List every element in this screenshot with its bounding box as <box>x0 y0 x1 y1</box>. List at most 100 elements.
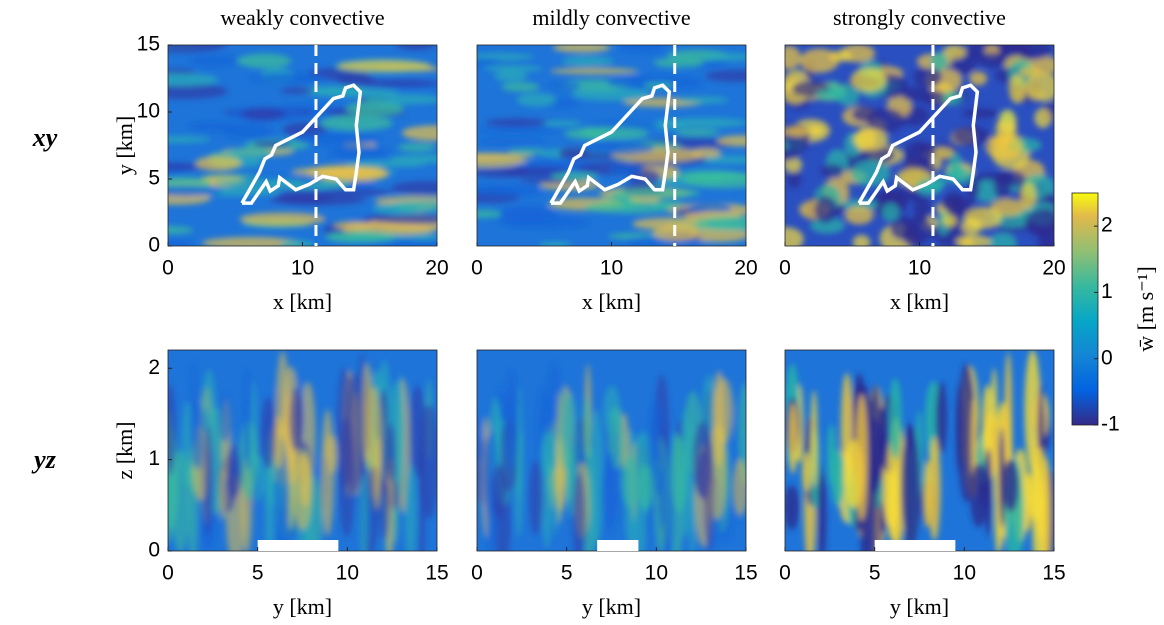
x-axis-label: x [km] <box>890 289 949 314</box>
blob <box>189 54 239 67</box>
blob <box>799 48 839 73</box>
blob <box>810 217 845 234</box>
blob <box>941 215 957 227</box>
blob <box>902 227 922 246</box>
blob <box>785 227 804 246</box>
blob <box>486 118 548 127</box>
x-tick-label: 0 <box>779 257 791 280</box>
blob <box>952 125 991 147</box>
blob <box>243 367 251 472</box>
blob <box>320 409 335 536</box>
blob <box>538 120 582 127</box>
blob <box>916 179 943 196</box>
blob <box>787 168 802 189</box>
blob <box>541 432 559 476</box>
y-axis-label: z [km] <box>112 421 137 479</box>
x-tick-label: 10 <box>953 562 976 585</box>
blob <box>239 212 325 226</box>
blob <box>550 68 639 75</box>
x-tick-label: 15 <box>425 562 448 585</box>
x-tick-label: 5 <box>869 562 881 585</box>
region-bar <box>874 540 956 551</box>
blob <box>1015 45 1052 60</box>
texture <box>477 360 746 551</box>
blob <box>830 449 846 507</box>
blob <box>397 143 437 152</box>
blob <box>203 425 213 535</box>
blob <box>850 67 887 92</box>
blob <box>480 125 560 135</box>
x-tick-label: 20 <box>425 257 448 280</box>
blob <box>168 72 219 87</box>
x-tick-label: 5 <box>561 562 573 585</box>
blob <box>881 203 900 222</box>
blob <box>503 368 519 471</box>
blob <box>477 415 484 469</box>
blob <box>844 205 874 225</box>
field <box>785 350 1054 551</box>
blob <box>548 81 582 90</box>
blob <box>538 241 572 246</box>
blob <box>500 166 571 177</box>
blob <box>404 463 417 551</box>
blob <box>687 202 733 215</box>
blob <box>670 436 688 513</box>
blob <box>361 362 373 462</box>
blob <box>993 175 1012 199</box>
blob <box>249 72 327 84</box>
blob <box>477 58 504 65</box>
blob <box>372 215 437 225</box>
blob <box>964 207 1002 229</box>
blob <box>237 53 292 69</box>
blob <box>168 83 228 100</box>
blob <box>1004 352 1013 492</box>
blob <box>913 65 943 88</box>
blob <box>654 117 746 128</box>
blob <box>607 406 625 470</box>
blob <box>977 52 1007 68</box>
blob <box>484 65 543 72</box>
field <box>477 45 746 246</box>
blob <box>836 82 860 107</box>
blob <box>559 388 570 470</box>
blob <box>588 409 604 546</box>
x-tick-label: 10 <box>645 562 668 585</box>
blob <box>288 387 303 452</box>
x-tick-label: 10 <box>291 257 314 280</box>
blob <box>785 148 799 161</box>
blob <box>683 172 746 189</box>
blob <box>493 70 528 82</box>
region-outline <box>549 83 672 205</box>
blob <box>501 82 540 92</box>
x-tick-label: 0 <box>162 257 174 280</box>
blob <box>390 181 437 196</box>
blob <box>566 446 574 505</box>
blob <box>601 452 618 535</box>
blob <box>345 101 404 117</box>
field <box>785 45 1054 246</box>
x-axis-label: x [km] <box>273 289 332 314</box>
blob <box>868 384 883 497</box>
blob <box>276 190 332 204</box>
blob <box>810 390 818 488</box>
x-axis-label: y [km] <box>890 594 949 619</box>
blob <box>785 45 801 70</box>
blob <box>913 194 931 223</box>
blob <box>1008 74 1026 104</box>
blob <box>528 460 544 535</box>
blob <box>218 393 232 443</box>
blob <box>572 472 587 551</box>
field <box>168 350 437 551</box>
colorbar-label: w̄ [m s⁻¹] <box>1133 266 1158 351</box>
blob <box>940 197 975 212</box>
blob <box>321 188 393 196</box>
blob <box>582 395 591 463</box>
blob <box>648 398 664 460</box>
blob <box>337 60 432 72</box>
blob <box>944 167 974 185</box>
blob <box>809 125 824 136</box>
x-axis-label: y [km] <box>273 594 332 619</box>
blob <box>612 188 701 199</box>
blob <box>693 215 746 231</box>
blob <box>195 155 242 171</box>
